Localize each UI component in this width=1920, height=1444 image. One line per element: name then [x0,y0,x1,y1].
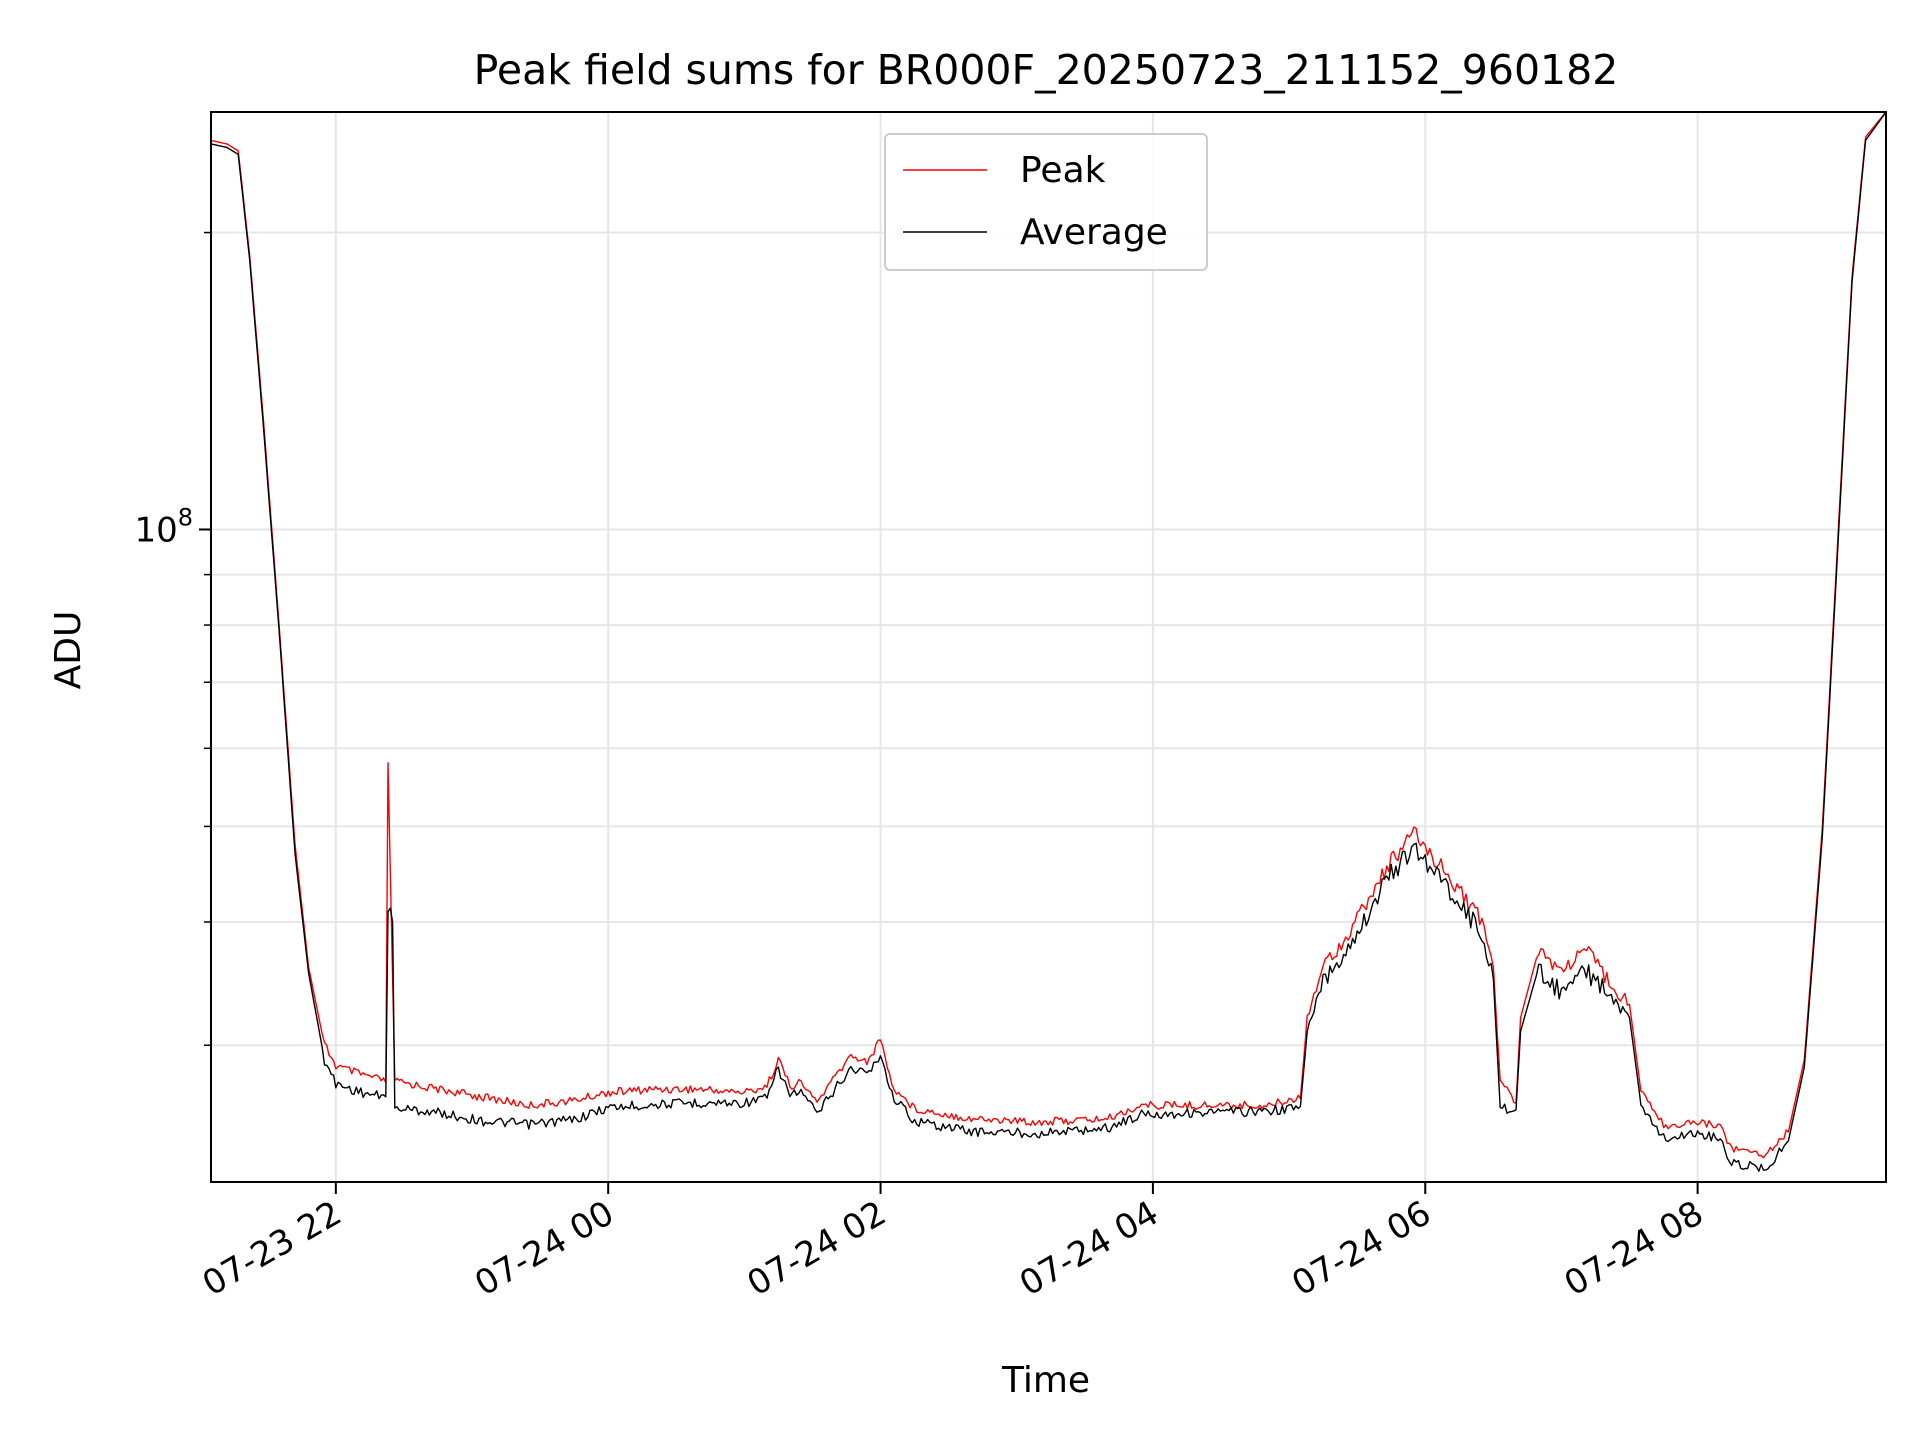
y-axis-label: ADU [48,611,89,690]
y-tick-label: 108 [134,503,193,550]
plot-frame [210,111,1887,1183]
y-tick-label-base: 10 [134,510,177,550]
series-layer [210,111,1887,1172]
legend-peak-label: Peak [1020,150,1106,191]
legend: Peak Average [884,133,1208,271]
legend-box [884,133,1208,271]
x-axis-label: Time [1001,1360,1090,1401]
series-line-peak [210,111,1887,1159]
chart-title: Peak field sums for BR000F_20250723_2111… [474,46,1619,94]
y-tick-label-exponent: 8 [178,503,193,531]
legend-average-label: Average [1020,212,1168,253]
series-line-average [210,111,1887,1172]
